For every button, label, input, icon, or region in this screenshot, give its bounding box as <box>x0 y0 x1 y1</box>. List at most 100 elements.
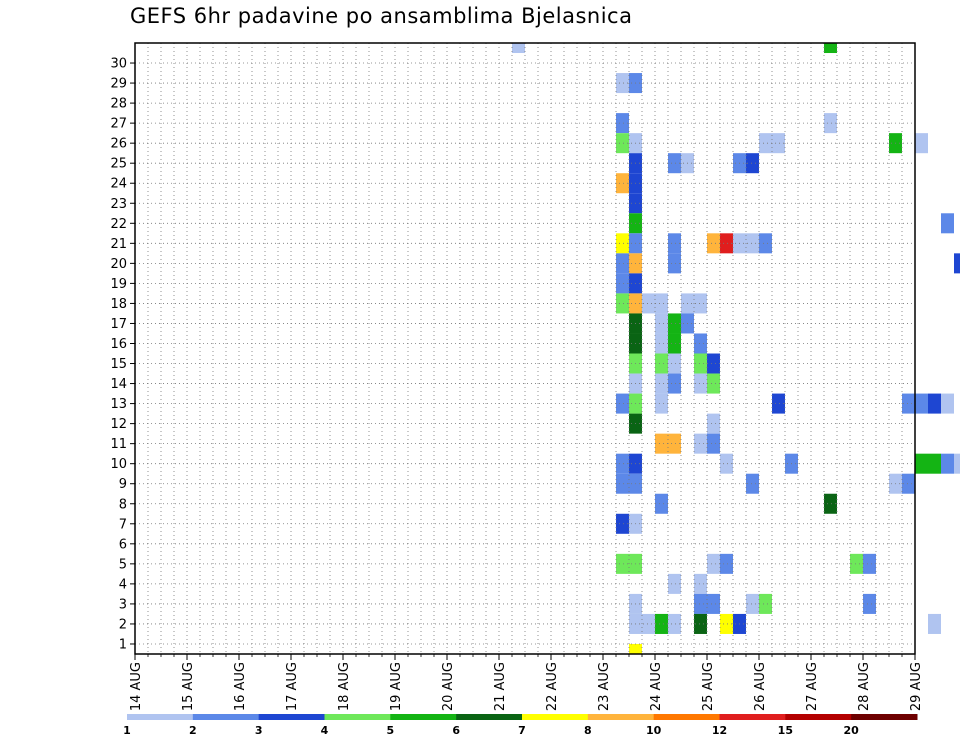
x-tick-label: 18 AUG <box>337 662 352 711</box>
heatmap-cell <box>694 333 707 354</box>
y-tick-label: 10 <box>110 457 127 472</box>
heatmap-cell <box>720 613 733 634</box>
y-tick-label: 7 <box>119 517 127 532</box>
y-tick-label: 9 <box>119 477 127 492</box>
plot-frame <box>134 42 916 655</box>
y-tick-label: 21 <box>110 237 127 252</box>
heatmap-cell <box>694 593 707 614</box>
x-tick-label: 26 AUG <box>753 662 768 711</box>
heatmap-cell <box>746 233 759 254</box>
heatmap-cell <box>668 373 681 394</box>
legend-swatch <box>587 714 655 720</box>
y-tick-label: 25 <box>110 157 127 172</box>
y-tick-label: 1 <box>119 637 127 652</box>
heatmap-cell <box>668 433 681 454</box>
heatmap-cell <box>824 493 837 514</box>
heatmap-cell <box>759 593 772 614</box>
legend-label: 15 <box>778 724 793 737</box>
x-tick-label: 19 AUG <box>389 662 404 711</box>
heatmap-cell <box>668 233 681 254</box>
legend-label: 10 <box>646 724 662 737</box>
heatmap-cell <box>759 233 772 254</box>
y-tick-label: 8 <box>119 497 127 512</box>
heatmap-cell <box>707 413 720 434</box>
x-tick-label: 25 AUG <box>701 662 716 711</box>
x-tick-label: 17 AUG <box>285 662 300 711</box>
x-tick-label: 29 AUG <box>909 662 924 711</box>
heatmap-cell <box>616 473 629 494</box>
heatmap-cell <box>772 393 785 414</box>
heatmap-cell <box>668 153 681 174</box>
heatmap-cell <box>668 353 681 374</box>
heatmap-cell <box>941 393 954 414</box>
chart-title: GEFS 6hr padavine po ansamblima Bjelasni… <box>130 4 633 28</box>
legend-label: 20 <box>844 724 860 737</box>
legend-label: 2 <box>189 724 197 737</box>
x-tick-label: 16 AUG <box>233 662 248 711</box>
y-tick-label: 20 <box>110 257 127 272</box>
heatmap-cell <box>902 473 915 494</box>
x-tick-label: 15 AUG <box>181 662 196 711</box>
y-tick-label: 6 <box>119 537 127 552</box>
heatmap-cell <box>655 493 668 514</box>
heatmap-cell <box>668 313 681 334</box>
y-tick-label: 16 <box>110 337 127 352</box>
heatmap-cell <box>928 453 941 474</box>
heatmap-cell <box>720 233 733 254</box>
heatmap-cell <box>616 173 629 194</box>
heatmap-cell <box>668 613 681 634</box>
heatmap-cell <box>694 613 707 634</box>
legend-label: 4 <box>321 724 329 737</box>
y-tick-label: 28 <box>110 97 127 112</box>
heatmap-cell <box>616 293 629 314</box>
heatmap-cell <box>655 293 668 314</box>
legend-label: 3 <box>255 724 263 737</box>
y-tick-label: 17 <box>110 317 127 332</box>
heatmap-cell <box>707 353 720 374</box>
heatmap-cell <box>707 233 720 254</box>
legend-swatch <box>522 714 589 720</box>
y-tick-label: 30 <box>110 57 127 72</box>
legend-swatch <box>456 714 523 720</box>
heatmap-cell <box>616 133 629 154</box>
heatmap-cell <box>694 293 707 314</box>
heatmap-cell <box>668 253 681 274</box>
y-tick-label: 11 <box>110 437 127 452</box>
heatmap-cell <box>512 43 525 54</box>
heatmap-cell <box>928 393 941 414</box>
y-tick-label: 18 <box>110 297 127 312</box>
heatmap-cell <box>668 333 681 354</box>
heatmap-cell <box>915 133 928 154</box>
heatmap-cell <box>928 613 941 634</box>
heatmap-cell <box>954 453 960 474</box>
heatmap-cell <box>707 433 720 454</box>
x-tick-label: 24 AUG <box>649 662 664 711</box>
y-tick-label: 12 <box>110 417 127 432</box>
y-tick-label: 24 <box>110 177 127 192</box>
legend-label: 12 <box>712 724 727 737</box>
x-tick-label: 21 AUG <box>493 662 508 711</box>
heatmap-cell <box>642 293 655 314</box>
heatmap-cell <box>772 133 785 154</box>
heatmap-cell <box>616 113 629 134</box>
heatmap-cell <box>616 73 629 94</box>
heatmap-cell <box>863 553 876 574</box>
y-tick-label: 13 <box>110 397 127 412</box>
heatmap-cell <box>629 643 642 654</box>
heatmap-cell <box>863 593 876 614</box>
y-tick-label: 23 <box>110 197 127 212</box>
legend-swatch <box>324 714 391 720</box>
legend-label: 8 <box>584 724 592 737</box>
heatmap-cell <box>616 553 629 574</box>
y-tick-label: 26 <box>110 137 127 152</box>
heatmap-cell <box>642 613 655 634</box>
heatmap-cell <box>915 393 928 414</box>
heatmap-cell <box>616 233 629 254</box>
legend-swatch <box>851 714 918 720</box>
heatmap-cell <box>707 373 720 394</box>
heatmap-cell <box>655 613 668 634</box>
x-tick-label: 28 AUG <box>857 662 872 711</box>
heatmap-cell <box>694 373 707 394</box>
y-tick-label: 3 <box>119 597 127 612</box>
heatmap-cell <box>655 433 668 454</box>
